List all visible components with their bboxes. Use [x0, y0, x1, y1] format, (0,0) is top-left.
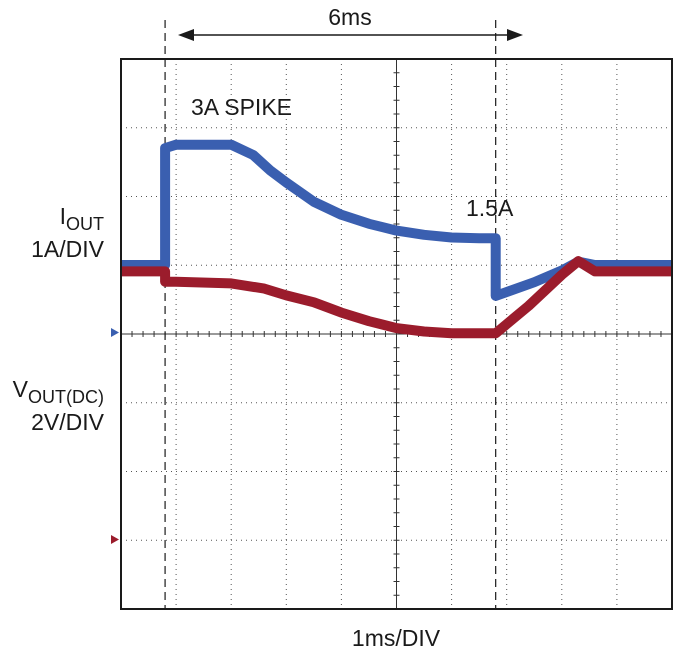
channel-2-scale: 2V/DIV	[31, 409, 105, 435]
channel-1-subscript: OUT	[66, 214, 104, 234]
plot-frame	[120, 58, 673, 610]
vout-waveform	[121, 256, 672, 339]
spike-annotation: 3A SPIKE	[191, 94, 292, 120]
channel-2-label: VOUT(DC) 2V/DIV	[13, 376, 105, 435]
svg-text:VOUT(DC): VOUT(DC)	[13, 376, 104, 407]
channel-1-name: I	[60, 203, 66, 229]
x-axis-label: 1ms/DIV	[352, 625, 441, 651]
channel-2-name: V	[13, 376, 29, 402]
waveforms	[121, 139, 672, 339]
grid	[120, 58, 673, 610]
time-span-label: 6ms	[328, 4, 371, 30]
level-annotation: 1.5A	[466, 195, 514, 221]
arrowhead-left-icon	[178, 29, 194, 41]
svg-text:IOUT: IOUT	[60, 203, 104, 234]
channel-1-ground-marker-icon	[111, 328, 119, 337]
channel-1-label: IOUT 1A/DIV	[31, 203, 105, 262]
channel-1-scale: 1A/DIV	[31, 236, 105, 262]
iout-waveform	[121, 139, 672, 301]
channel-2-ground-marker-icon	[111, 535, 119, 544]
time-cursors	[164, 20, 497, 609]
channel-2-subscript: OUT(DC)	[28, 387, 104, 407]
time-span-annotation: 6ms	[178, 4, 523, 41]
arrowhead-right-icon	[507, 29, 523, 41]
